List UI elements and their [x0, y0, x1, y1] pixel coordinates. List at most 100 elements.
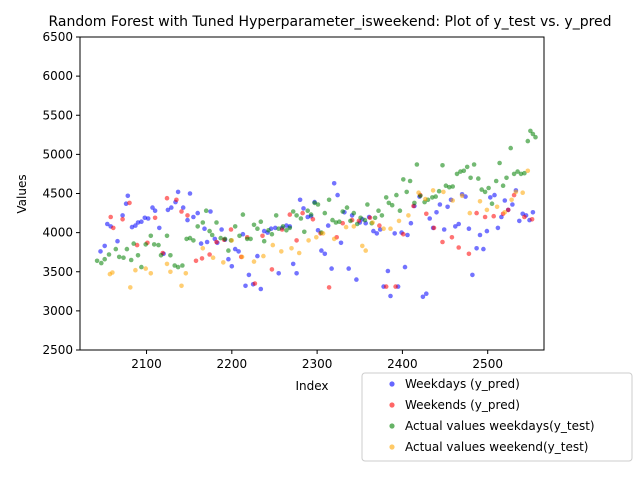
point-series-2	[302, 229, 307, 235]
point-series-2	[515, 169, 520, 174]
point-series-3	[168, 269, 173, 275]
point-series-0	[276, 271, 282, 276]
point-series-0	[346, 266, 352, 271]
point-series-0	[481, 246, 486, 252]
point-series-0	[191, 214, 196, 220]
point-series-2	[389, 202, 395, 208]
point-series-2	[379, 213, 385, 218]
point-series-3	[502, 210, 508, 215]
point-series-1	[491, 213, 497, 219]
point-series-0	[297, 197, 303, 203]
point-series-1	[127, 200, 132, 206]
point-series-0	[255, 253, 260, 259]
point-series-2	[436, 188, 442, 194]
point-series-2	[248, 236, 253, 242]
point-series-2	[397, 208, 403, 213]
point-series-2	[269, 231, 275, 237]
legend-entry-label: Weekdays (y_pred)	[405, 377, 520, 391]
plot-area	[79, 36, 545, 351]
point-series-2	[131, 241, 136, 246]
point-series-2	[330, 217, 335, 223]
point-series-2	[500, 183, 506, 188]
point-series-3	[381, 226, 386, 231]
point-series-0	[466, 226, 472, 231]
point-series-0	[495, 225, 501, 231]
point-series-0	[530, 210, 536, 215]
point-series-0	[374, 231, 380, 236]
point-series-3	[406, 213, 411, 218]
point-series-1	[474, 210, 479, 216]
point-series-3	[164, 261, 170, 267]
point-series-2	[528, 128, 533, 134]
point-series-0	[329, 266, 334, 271]
point-series-0	[441, 227, 447, 232]
point-series-0	[243, 283, 248, 289]
point-series-2	[315, 202, 321, 207]
point-series-3	[441, 189, 446, 195]
point-series-3	[279, 249, 284, 254]
point-series-2	[486, 185, 491, 191]
point-series-0	[325, 223, 331, 228]
point-series-3	[128, 285, 133, 290]
point-series-2	[362, 217, 368, 223]
point-series-3	[261, 253, 266, 259]
point-series-2	[344, 205, 350, 210]
point-series-0	[145, 216, 151, 221]
point-series-2	[156, 242, 161, 248]
point-series-2	[139, 264, 144, 270]
data-points	[94, 128, 538, 300]
point-series-2	[116, 254, 122, 260]
legend: Weekdays (y_pred) Weekends (y_pred) Actual…	[361, 372, 633, 462]
point-series-2	[218, 235, 223, 241]
point-series-2	[351, 210, 357, 216]
point-series-2	[276, 226, 282, 231]
point-series-0	[408, 220, 414, 226]
point-series-2	[433, 194, 439, 199]
point-series-2	[168, 253, 173, 258]
point-series-3	[133, 267, 138, 273]
point-series-2	[148, 233, 154, 239]
point-series-2	[337, 219, 342, 224]
point-series-3	[370, 220, 375, 225]
point-series-2	[106, 252, 112, 257]
point-series-3	[148, 271, 154, 276]
point-series-2	[305, 208, 311, 213]
x-tick-label: 2100	[131, 357, 162, 371]
point-series-2	[207, 228, 212, 234]
point-series-1	[424, 211, 429, 217]
point-series-2	[354, 221, 360, 227]
point-series-0	[165, 207, 171, 213]
point-series-1	[260, 233, 265, 239]
point-series-2	[533, 134, 538, 140]
point-series-2	[461, 168, 467, 174]
point-series-3	[363, 248, 369, 253]
point-series-1	[505, 207, 511, 213]
point-series-1	[367, 215, 373, 221]
point-series-0	[338, 240, 344, 246]
point-series-2	[365, 202, 370, 207]
point-series-2	[200, 220, 206, 225]
point-series-2	[187, 235, 193, 241]
point-series-2	[180, 263, 185, 268]
point-series-2	[504, 175, 509, 181]
point-series-2	[209, 232, 215, 238]
point-series-0	[105, 221, 110, 227]
point-series-0	[229, 264, 235, 269]
point-series-0	[133, 223, 138, 228]
y-tick-label: 2500	[42, 343, 73, 357]
y-tick-label: 4500	[42, 187, 73, 201]
point-series-0	[371, 228, 376, 234]
point-series-2	[191, 238, 196, 243]
point-series-0	[232, 246, 238, 252]
point-series-2	[290, 209, 296, 214]
point-series-3	[200, 246, 206, 251]
point-series-2	[404, 189, 410, 195]
point-series-2	[195, 224, 200, 229]
point-series-2	[102, 256, 107, 262]
point-series-3	[430, 188, 436, 193]
point-series-1	[164, 195, 170, 201]
point-series-2	[128, 257, 134, 263]
point-series-2	[251, 222, 257, 228]
point-series-1	[482, 214, 488, 220]
legend-marker	[389, 423, 395, 429]
